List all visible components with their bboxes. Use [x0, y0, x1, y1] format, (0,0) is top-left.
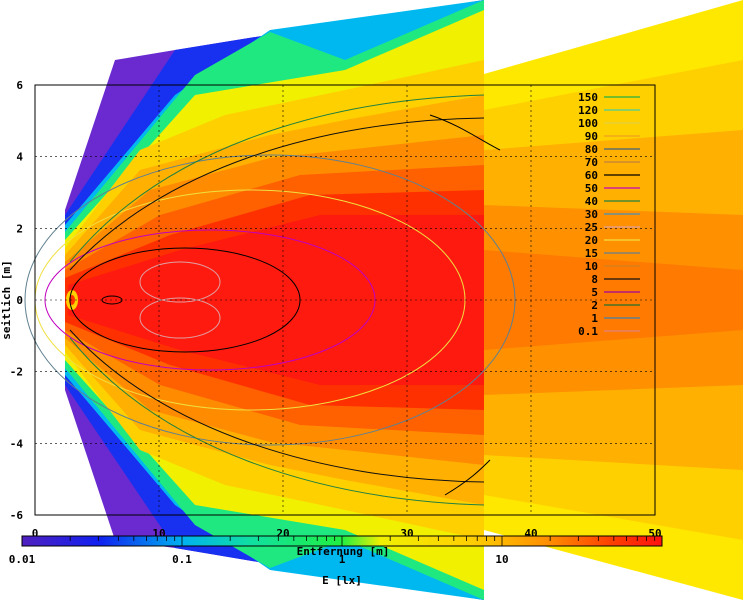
legend-entry-label: 15: [585, 247, 598, 260]
y-axis-label: seitlich [m]: [0, 260, 13, 339]
legend-entry-label: 10: [585, 260, 598, 273]
contour-line: [69, 117, 485, 271]
legend-entry-label: 120: [578, 104, 598, 117]
y-axis-ticks: 6 4 2 0 -2 -4 -6: [10, 79, 24, 522]
legend-entry-label: 20: [585, 234, 598, 247]
legend-entry-label: 50: [585, 182, 598, 195]
colorbar-tick-label: 10: [495, 553, 508, 566]
y-tick-label: 6: [16, 79, 23, 92]
colorbar-ticks: 0.01 0.1 1 10: [9, 536, 656, 566]
legend-entry-label: 150: [578, 91, 598, 104]
grid-lines: [34, 84, 656, 516]
y-tick-label: -6: [10, 509, 24, 522]
legend-entry-label: 25: [585, 221, 598, 234]
legend-entry-label: 100: [578, 117, 598, 130]
y-tick-label: 0: [16, 294, 23, 307]
legend-entry-label: 80: [585, 143, 598, 156]
legend-entry-label: 70: [585, 156, 598, 169]
x-axis-label: Entfernung [m]: [297, 545, 390, 558]
colorbar-tick-label: 1: [339, 553, 346, 566]
y-tick-label: 4: [16, 151, 23, 164]
contour-line: [139, 261, 221, 303]
colorbar-label: E [lx]: [322, 574, 362, 587]
contour-lines: [24, 94, 516, 506]
contour-line: [69, 94, 485, 263]
legend-entry-label: 1: [591, 312, 598, 325]
legend-entry-label: 5: [591, 286, 598, 299]
legend-entry-label: 2: [591, 299, 598, 312]
contour-line: [69, 329, 485, 483]
colorbar-tick-label: 0.1: [172, 553, 192, 566]
heat-band: [484, 250, 743, 350]
legend-entry-label: 60: [585, 169, 598, 182]
colorbar-tick-label: 0.01: [9, 553, 36, 566]
legend-entry-label: 30: [585, 208, 598, 221]
y-tick-label: 2: [16, 222, 23, 235]
contour-line: [444, 459, 491, 496]
legend-entry-label: 8: [591, 273, 598, 286]
legend-entry-label: 0.1: [578, 325, 598, 338]
legend-entry-label: 40: [585, 195, 598, 208]
contour-line: [429, 114, 501, 151]
legend-entry-label: 90: [585, 130, 598, 143]
y-tick-label: -4: [10, 437, 24, 450]
y-tick-label: -2: [10, 366, 23, 379]
contour-line: [69, 337, 485, 506]
contour-line: [139, 297, 221, 339]
x-tick-label: 0: [32, 527, 39, 540]
heatmap-field: [65, 0, 743, 600]
